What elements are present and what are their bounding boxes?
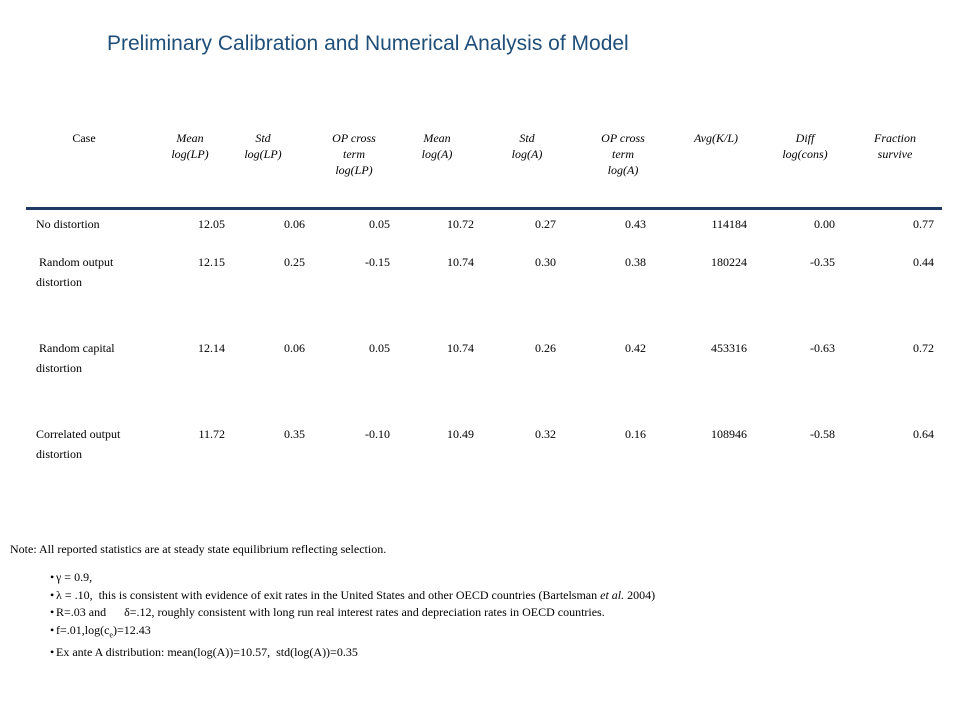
case-label: Random output distortion xyxy=(36,255,117,289)
table-cell: 12.15 xyxy=(198,255,225,269)
table-cell: -0.58 xyxy=(810,427,835,441)
table-cell: 0.38 xyxy=(625,255,646,269)
column-header: OP cross term log(A) xyxy=(601,131,645,177)
table-cell: 0.42 xyxy=(625,341,646,355)
table-cell: 10.49 xyxy=(447,427,474,441)
notes-section: Note: All reported statistics are at ste… xyxy=(10,541,950,662)
table-cell: 453316 xyxy=(711,341,747,355)
results-table: Case Mean log(LP) Std log(LP) OP cross term log… xyxy=(26,131,942,461)
table-cell: 0.05 xyxy=(369,217,390,231)
case-label: Correlated output distortion xyxy=(36,427,124,461)
table-cell: 11.72 xyxy=(198,427,225,441)
table-cell: 0.25 xyxy=(284,255,305,269)
list-item: • γ = 0.9, xyxy=(10,569,950,587)
table-cell: 180224 xyxy=(711,255,747,269)
bullet-icon: • xyxy=(50,569,55,584)
list-item: • Ex ante A distribution: mean(log(A))=10… xyxy=(10,644,950,662)
bullet-icon: • xyxy=(50,623,55,638)
bullet-icon: • xyxy=(50,605,55,620)
column-header: Std log(A) xyxy=(511,131,543,161)
bullet-icon: • xyxy=(50,587,55,602)
table-cell: -0.35 xyxy=(810,255,835,269)
table-cell: 0.32 xyxy=(535,427,556,441)
case-label: Random capital distortion xyxy=(36,341,118,375)
column-header: OP cross term log(LP) xyxy=(332,131,376,177)
table-cell: 0.06 xyxy=(284,341,305,355)
table-cell: 0.72 xyxy=(913,341,934,355)
table-cell: 10.74 xyxy=(447,341,474,355)
table-cell: -0.63 xyxy=(810,341,835,355)
table-cell: 10.72 xyxy=(447,217,474,231)
note-text: Note: All reported statistics are at ste… xyxy=(10,542,387,556)
column-header: Case xyxy=(72,131,96,145)
table-cell: 0.06 xyxy=(284,217,305,231)
table-cell: 0.26 xyxy=(535,341,556,355)
bullet-icon: • xyxy=(50,645,55,660)
column-header: Fraction survive xyxy=(874,131,916,161)
table-cell: 0.64 xyxy=(913,427,934,441)
table-cell: 0.35 xyxy=(284,427,305,441)
table-cell: 0.05 xyxy=(369,341,390,355)
assumption-list: • γ = 0.9, • λ = .10, this is consistent wi… xyxy=(10,569,950,662)
table-cell: -0.10 xyxy=(365,427,390,441)
column-header: Diff log(cons) xyxy=(782,131,828,161)
table-cell: 0.43 xyxy=(625,217,646,231)
table-cell: 108946 xyxy=(711,427,747,441)
table-cell: 0.30 xyxy=(535,255,556,269)
table-cell: 10.74 xyxy=(447,255,474,269)
column-header: Mean log(LP) xyxy=(171,131,209,161)
table-cell: 0.16 xyxy=(625,427,646,441)
header-divider xyxy=(26,207,942,210)
list-item: • f=.01,log(ce)=12.43 xyxy=(50,623,151,640)
list-item: • R=.03 and δ=.12, roughly consistent wit… xyxy=(10,604,950,622)
table-cell: 12.14 xyxy=(198,341,225,355)
table-cell: 0.27 xyxy=(535,217,556,231)
page-title: Preliminary Calibration and Numerical An… xyxy=(107,32,629,55)
table-cell: 0.00 xyxy=(814,217,835,231)
column-header: Std log(LP) xyxy=(244,131,282,161)
case-label: No distortion xyxy=(36,217,100,231)
table-cell: 114184 xyxy=(711,217,747,231)
column-header: Avg(K/L) xyxy=(694,131,738,145)
table-cell: 0.77 xyxy=(913,217,934,231)
list-item: • λ = .10, this is consistent with eviden… xyxy=(10,587,950,605)
table-cell: 12.05 xyxy=(198,217,225,231)
column-header: Mean log(A) xyxy=(421,131,453,161)
table-cell: 0.44 xyxy=(913,255,934,269)
table-cell: -0.15 xyxy=(365,255,390,269)
